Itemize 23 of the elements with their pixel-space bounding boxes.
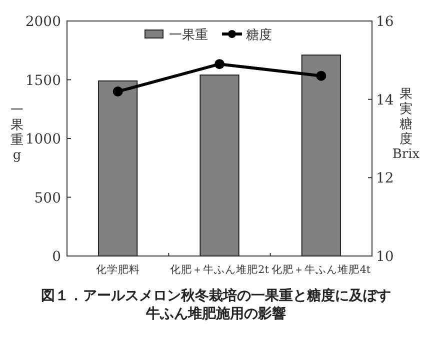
y-tick-label: 1000	[25, 132, 61, 148]
legend-label: 一果重	[169, 28, 208, 43]
x-tick-label: 化肥＋牛ふん堆肥2t	[170, 263, 270, 276]
y-tick-label: 500	[34, 190, 61, 206]
bar	[98, 80, 138, 256]
y-tick-label: 2000	[25, 14, 61, 30]
y2-tick-label: 12	[376, 170, 394, 187]
y2-tick-label: 10	[376, 249, 394, 265]
bar	[301, 54, 341, 256]
point	[214, 59, 224, 70]
y2-axis-title: 果実糖度 Brix	[392, 87, 420, 162]
y-tick-label: 1500	[25, 72, 61, 89]
legend-label: 糖度	[246, 27, 272, 43]
point	[316, 70, 326, 81]
point	[112, 86, 123, 96]
x-tick-label: 化学肥料	[96, 263, 140, 276]
y-axis-title: 一果重 g	[10, 103, 24, 163]
x-tick-label: 化肥＋牛ふん堆肥4t	[272, 263, 372, 276]
text: 図１．アールスメロン秋冬栽培の一果重と糖度に及ぼす牛ふん堆肥施用の影響	[41, 287, 391, 322]
y-tick-label: 0	[52, 249, 61, 265]
y2-tick-label: 16	[376, 14, 394, 30]
bar	[200, 74, 240, 256]
y2-tick-label: 14	[376, 92, 394, 108]
